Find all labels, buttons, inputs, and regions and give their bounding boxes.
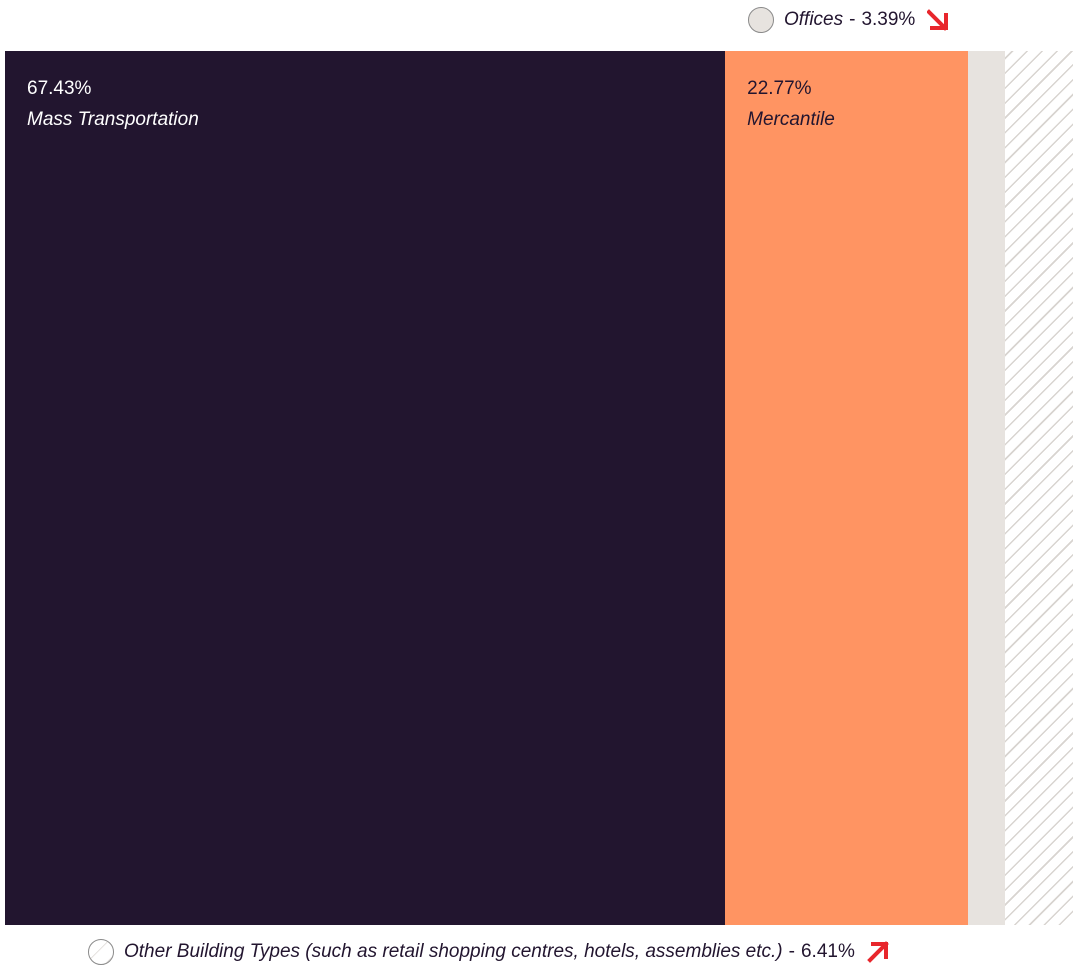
arrow-down-right-icon (927, 9, 949, 31)
offices-callout-separator: - (849, 9, 856, 30)
other-building-types-callout-name: Other Building Types (such as retail sho… (124, 941, 783, 962)
other-building-types-callout-value: 6.41% (800, 941, 855, 962)
segment-name-label: Mercantile (747, 109, 835, 130)
segment-offices (968, 51, 1005, 925)
other-building-types-callout-separator: - (788, 941, 795, 962)
other-building-types-swatch-icon (88, 939, 114, 965)
offices-swatch-icon (748, 7, 774, 33)
arrow-up-right-icon (867, 941, 889, 963)
segment-label: 22.77% Mercantile (747, 79, 835, 129)
segment-label: 67.43% Mass Transportation (27, 79, 199, 129)
segment-name-label: Mass Transportation (27, 109, 199, 130)
offices-callout-name: Offices (784, 9, 844, 30)
offices-callout-value: 3.39% (861, 9, 916, 30)
segment-mercantile: 22.77% Mercantile (725, 51, 969, 925)
segment-other-building-types (1004, 51, 1073, 925)
segment-value-label: 22.77% (747, 78, 812, 99)
offices-callout: Offices - 3.39% (748, 7, 951, 33)
segment-mass-transportation: 67.43% Mass Transportation (5, 51, 726, 925)
other-building-types-callout: Other Building Types (such as retail sho… (88, 939, 891, 965)
segment-value-label: 67.43% (27, 78, 92, 99)
